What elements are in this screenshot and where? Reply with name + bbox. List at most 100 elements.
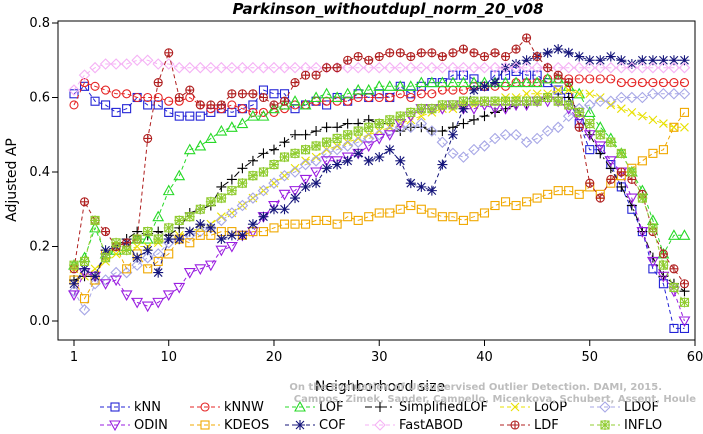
data-point [226, 207, 238, 219]
data-point [657, 61, 670, 74]
data-point [532, 193, 542, 203]
y-tick-label: 0.4 [29, 165, 50, 180]
legend-item-loop: LoOP [500, 400, 567, 415]
data-point [90, 264, 100, 274]
data-point [647, 61, 659, 74]
data-point [447, 129, 458, 140]
data-point [658, 145, 668, 155]
data-point [111, 237, 122, 248]
legend-label: INFLO [624, 418, 662, 433]
data-point [141, 301, 154, 313]
legend-item-cof: COF [285, 418, 346, 433]
data-point [553, 44, 564, 55]
x-axis-label: Neighborhood size [315, 379, 445, 395]
data-point [478, 61, 491, 74]
data-point [658, 78, 668, 88]
data-point [416, 111, 426, 121]
data-point [522, 197, 532, 207]
data-point [447, 99, 458, 110]
data-point [395, 204, 405, 214]
data-point [183, 268, 196, 279]
data-point [553, 85, 563, 95]
data-point [268, 204, 279, 215]
data-point [184, 211, 195, 222]
data-point [342, 155, 353, 166]
data-point [468, 143, 480, 156]
data-point [479, 96, 490, 107]
data-point [194, 139, 207, 151]
data-point [216, 193, 227, 204]
data-point [269, 100, 279, 110]
data-point [143, 92, 153, 103]
data-point [278, 189, 291, 201]
data-point [353, 126, 364, 137]
data-point [101, 100, 111, 110]
legend-marker [110, 402, 120, 412]
data-point [183, 143, 196, 155]
x-tick-label: 40 [476, 350, 493, 365]
data-point [194, 61, 207, 74]
data-point [69, 100, 79, 110]
data-point [636, 227, 649, 238]
data-point [78, 69, 91, 81]
data-point [416, 122, 427, 133]
data-point [542, 92, 553, 103]
data-point [141, 251, 154, 264]
data-point [594, 141, 607, 153]
data-point [679, 78, 690, 88]
data-point [479, 81, 490, 92]
legend-label: LOF [319, 400, 344, 415]
data-point [626, 167, 637, 177]
data-point [490, 96, 501, 107]
data-point [627, 78, 637, 88]
data-point [194, 264, 207, 275]
data-point [425, 76, 438, 88]
data-point [595, 93, 605, 102]
data-point [110, 275, 123, 287]
data-point [164, 249, 174, 259]
data-point [100, 252, 111, 263]
data-point [562, 110, 575, 122]
legend-label: SimplifiedLOF [399, 400, 488, 415]
data-point [627, 108, 637, 117]
x-axis: 1 10 20 30 40 50 60 [70, 340, 703, 365]
data-point [247, 219, 258, 230]
legend-marker [109, 420, 121, 432]
data-point [110, 266, 122, 279]
data-point [164, 48, 174, 58]
data-point [510, 76, 523, 88]
data-point [142, 226, 153, 237]
data-point [142, 245, 153, 256]
data-point [163, 234, 174, 245]
data-point [563, 99, 574, 110]
data-point [574, 107, 585, 118]
data-point [490, 200, 500, 211]
data-point [352, 61, 364, 74]
data-point [258, 211, 269, 222]
data-point [385, 92, 395, 103]
data-point [416, 181, 427, 192]
legend-label: FastABOD [399, 418, 463, 433]
data-point [468, 85, 479, 96]
data-point [373, 61, 386, 74]
data-point [669, 264, 679, 274]
data-point [395, 111, 406, 122]
legend-item-fastabod: FastABOD [365, 418, 463, 433]
data-point [679, 323, 690, 334]
data-point [162, 290, 175, 302]
data-point [79, 78, 90, 88]
data-point [385, 122, 395, 132]
data-point [668, 229, 680, 240]
data-point [383, 61, 396, 74]
legend-label: LoOP [534, 400, 567, 415]
legend-item-ldof: LDOF [590, 400, 659, 415]
data-point [121, 245, 132, 256]
data-point [374, 92, 384, 103]
data-point [268, 177, 280, 189]
data-point [669, 122, 679, 132]
data-point [383, 80, 396, 91]
data-point [111, 107, 121, 117]
data-point [625, 193, 638, 205]
y-tick-label: 0.6 [29, 91, 50, 106]
data-point [247, 192, 259, 204]
